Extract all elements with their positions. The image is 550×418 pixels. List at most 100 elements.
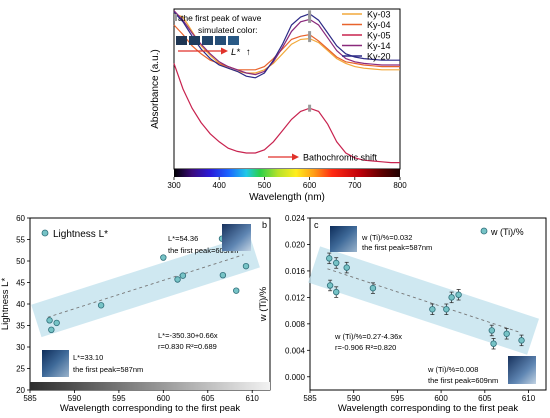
panel-c-point-7 <box>443 306 450 313</box>
panel-b-y-tick-label-45: 45 <box>16 279 25 288</box>
panel-b-legend-marker-icon <box>41 229 49 237</box>
panel-b-y-tick-label-20: 20 <box>16 386 25 395</box>
legend-label-ky-04: Ky-04 <box>367 20 391 30</box>
panel-c-y-tick-label-0.016: 0.016 <box>285 267 306 276</box>
peak-marker-2 <box>308 31 312 39</box>
sample-photo-587nm <box>42 350 69 377</box>
panel-b-point-9 <box>233 287 240 294</box>
panel-c-x-tick-label-595: 595 <box>391 394 405 403</box>
sample-photo-587nm-c <box>330 226 357 252</box>
panel-a-series-group <box>173 10 400 164</box>
visible-spectrum-bar <box>174 169 400 177</box>
panel-c-point-11 <box>490 340 497 347</box>
panel-c-x-tick-label-605: 605 <box>478 394 492 403</box>
panel-b-points <box>46 235 250 333</box>
panel-c-y-tick-label-0.004: 0.004 <box>285 346 306 355</box>
panel-a-x-tick-label-800: 800 <box>393 181 407 190</box>
lightness-gradient-bar <box>30 382 270 390</box>
panel-b-legend-label: Lightness L* <box>53 229 108 240</box>
panel-b-point-5 <box>174 276 181 283</box>
panel-b-x-tick-label-585: 585 <box>23 394 37 403</box>
legend-label-ky-20: Ky-20 <box>367 52 391 62</box>
panel-b-y-tick-label-35: 35 <box>16 322 25 331</box>
panel-c-legend-marker-icon <box>480 227 488 235</box>
panel-c-fit-line <box>327 268 520 333</box>
panel-b-bottom-value: L*=33.10 <box>73 353 103 362</box>
simulated-color-swatch-1 <box>189 36 200 45</box>
panel-c: c w (Ti)/% w (Ti)/%=0.032 the first peak… <box>258 214 547 414</box>
panel-b-y-tick-label-50: 50 <box>16 257 25 266</box>
panel-b-x-tick-label-610: 610 <box>246 394 260 403</box>
lightness-arrow-head-icon <box>221 47 228 55</box>
panel-c-label: c <box>314 220 319 230</box>
bathochromic-arrow-head-icon <box>292 153 299 161</box>
panel-c-y-tick-label-0.024: 0.024 <box>285 214 306 223</box>
simulated-color-swatch-0 <box>176 36 187 45</box>
panel-c-x-tick-label-585: 585 <box>303 394 317 403</box>
peak-marker-label: the first peak of wave <box>181 13 262 23</box>
panel-c-point-4 <box>343 264 350 271</box>
panel-c-top-peak: the first peak=587nm <box>362 243 432 252</box>
series-line-ky-05 <box>173 63 400 164</box>
simulated-color-swatch-2 <box>202 36 213 45</box>
legend-label-ky-03: Ky-03 <box>367 10 391 20</box>
panel-b-y-tick-label-30: 30 <box>16 343 25 352</box>
peak-marker-4 <box>308 10 312 18</box>
panel-b-point-6 <box>179 272 187 279</box>
panel-c-y-tick-label-0.012: 0.012 <box>285 293 306 302</box>
peak-marker-3 <box>308 15 312 23</box>
panel-b: b Lightness L* L*=54.36 the first peak=6… <box>0 214 271 414</box>
peak-marker-0 <box>308 104 312 112</box>
panel-c-point-6 <box>429 306 436 313</box>
panel-b-x-tick-label-595: 595 <box>112 394 126 403</box>
panel-a-peak-markers <box>308 10 312 112</box>
panel-a: a the first peak of wave simulated color… <box>150 8 407 203</box>
panel-c-point-8 <box>448 294 455 301</box>
panel-c-x-tick-label-610: 610 <box>522 394 536 403</box>
simulated-color-swatches <box>176 36 239 45</box>
series-line-ky-20 <box>173 11 400 79</box>
panel-a-x-tick-label-300: 300 <box>167 181 181 190</box>
legend-label-ky-05: Ky-05 <box>367 31 391 41</box>
panel-a-x-ticks: 300 400 500 600 700 800 <box>167 177 407 190</box>
panel-a-x-axis-label: Wavelength (nm) <box>249 192 325 203</box>
panel-b-fit-line <box>47 254 244 318</box>
panel-c-confidence-band <box>308 246 539 355</box>
series-line-ky-04 <box>173 24 400 71</box>
panel-c-points <box>326 252 525 350</box>
panel-a-y-axis-label: Absorbance (a.u.) <box>150 49 161 129</box>
panel-c-x-tick-label-590: 590 <box>347 394 361 403</box>
panel-b-y-tick-label-25: 25 <box>16 365 25 374</box>
panel-c-x-tick-label-600: 600 <box>434 394 448 403</box>
panel-a-x-tick-label-500: 500 <box>258 181 272 190</box>
panel-b-y-tick-label-60: 60 <box>16 214 25 223</box>
panel-c-frame <box>309 217 547 391</box>
panel-b-point-2 <box>53 319 60 327</box>
lightness-arrow-up: ↑ <box>246 47 251 58</box>
panel-c-ticks: 585 590 595 600 605 610 0.000 0.004 0.008 0.012 0.… <box>285 214 536 403</box>
panel-c-bottom-value: w (Ti)/%=0.008 <box>427 365 478 374</box>
panel-c-point-12 <box>503 330 510 337</box>
panel-b-x-axis-label: Wavelength corresponding to the first pe… <box>60 403 240 414</box>
panel-a-x-tick-label-400: 400 <box>213 181 227 190</box>
panel-b-equation: L*=-350.30+0.66x <box>158 331 218 340</box>
panel-c-point-2 <box>326 282 334 289</box>
simulated-color-swatch-4 <box>228 36 239 45</box>
panel-b-point-1 <box>48 326 55 333</box>
panel-b-stats: r=0.830 R²=0.689 <box>158 342 217 351</box>
panel-c-y-tick-label-0.008: 0.008 <box>285 320 306 329</box>
peak-marker-1 <box>308 35 312 43</box>
panel-b-ticks: 585 590 595 600 605 610 20 25 30 35 40 45 50 55 60 <box>16 214 259 403</box>
legend-label-ky-14: Ky-14 <box>367 41 391 51</box>
lightness-label: L* <box>231 47 240 58</box>
panel-c-point-10 <box>488 327 496 334</box>
panel-b-bottom-peak: the first peak=587nm <box>73 365 143 374</box>
panel-c-equation: w (Ti)/%=0.27-4.36x <box>334 332 402 341</box>
panel-c-point-9 <box>455 291 462 298</box>
panel-b-point-10 <box>242 262 250 270</box>
panel-b-x-tick-label-600: 600 <box>157 394 171 403</box>
series-line-ky-03 <box>173 13 400 74</box>
bathochromic-label: Bathochromic shift <box>303 153 378 163</box>
